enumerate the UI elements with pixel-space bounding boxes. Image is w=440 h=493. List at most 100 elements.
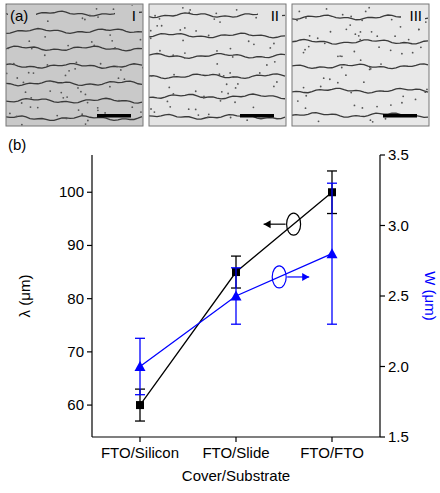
x-axis-title: Cover/Substrate (182, 467, 290, 484)
speck (30, 97, 32, 99)
speck (33, 72, 35, 74)
stripe (6, 98, 142, 103)
y2-tick (380, 436, 385, 437)
speck (418, 29, 420, 31)
speck (120, 69, 122, 71)
speck (96, 8, 98, 10)
panel-label: (b) (8, 136, 26, 153)
speck (360, 31, 362, 33)
speck (426, 88, 428, 90)
speck (66, 117, 68, 119)
speck (80, 91, 82, 93)
speck (303, 87, 305, 89)
speck (309, 35, 311, 37)
stripe (6, 64, 142, 69)
speck (87, 120, 89, 122)
speck (358, 35, 360, 37)
speck (353, 51, 355, 53)
speck (216, 50, 218, 52)
speck (391, 19, 393, 21)
error-cap (135, 338, 145, 339)
speck (390, 49, 392, 51)
scale-bar (383, 114, 417, 118)
speck (303, 52, 305, 54)
speck (154, 15, 156, 17)
speck (62, 97, 64, 99)
speck (167, 101, 169, 103)
speck (220, 100, 222, 102)
marker (136, 401, 144, 409)
speck (13, 63, 15, 65)
speck (25, 91, 27, 93)
speck (28, 40, 30, 42)
scale-bar (240, 114, 274, 118)
speck (169, 106, 171, 108)
speck (229, 72, 231, 74)
speck (91, 41, 93, 43)
stripe (6, 29, 142, 34)
speck (172, 54, 174, 56)
micrograph (149, 4, 286, 126)
y2-tick (380, 154, 385, 155)
y-tick-label: 70 (67, 343, 84, 360)
speck (273, 86, 275, 88)
speck (402, 95, 404, 97)
speck (109, 34, 111, 36)
speck (259, 72, 261, 74)
speck (114, 47, 116, 49)
figure: IIIIII(a)(b)607080901001.52.02.53.03.5FT… (0, 0, 440, 493)
speck (390, 104, 392, 106)
speck (274, 61, 276, 63)
speck (234, 101, 236, 103)
speck (195, 30, 197, 32)
speck (161, 25, 163, 27)
error-bar (135, 338, 145, 394)
speck (298, 11, 300, 13)
speck (140, 39, 142, 41)
y-tick-label: 90 (67, 236, 84, 253)
speck (337, 82, 339, 84)
speck (394, 35, 396, 37)
image-ground (292, 4, 429, 126)
speck (85, 123, 87, 125)
error-cap (327, 170, 337, 171)
speck (173, 74, 175, 76)
image-frame (292, 4, 429, 126)
speck (219, 21, 221, 23)
speck (339, 55, 341, 57)
speck (330, 31, 332, 33)
speck (74, 68, 76, 70)
speck (376, 35, 378, 37)
speck (216, 63, 218, 65)
speck (253, 43, 255, 45)
indicator-ellipse (287, 213, 301, 235)
speck (78, 109, 80, 111)
speck (67, 45, 69, 47)
speck (408, 39, 410, 41)
speck (97, 109, 99, 111)
scale-bar (97, 114, 131, 118)
image-frame (149, 4, 286, 126)
speck (118, 100, 120, 102)
speck (111, 40, 113, 42)
speck (131, 106, 133, 108)
speck (124, 78, 126, 80)
speck (213, 18, 215, 20)
y-tick-label: 80 (67, 290, 84, 307)
speck (84, 19, 86, 21)
speck (363, 81, 365, 83)
speck (226, 83, 228, 85)
plot-area (135, 171, 338, 421)
micrograph (292, 4, 429, 126)
speck (30, 106, 32, 108)
speck (16, 115, 18, 117)
speck (304, 49, 306, 51)
stripe (292, 88, 428, 93)
speck (31, 48, 33, 50)
y2-axis-title: W (μm) (422, 271, 439, 320)
x-tick-label: FTO/Slide (202, 444, 269, 461)
y2-tick-label: 3.5 (388, 146, 409, 163)
image-frame (6, 4, 143, 126)
speck (28, 72, 30, 74)
speck (341, 55, 343, 57)
